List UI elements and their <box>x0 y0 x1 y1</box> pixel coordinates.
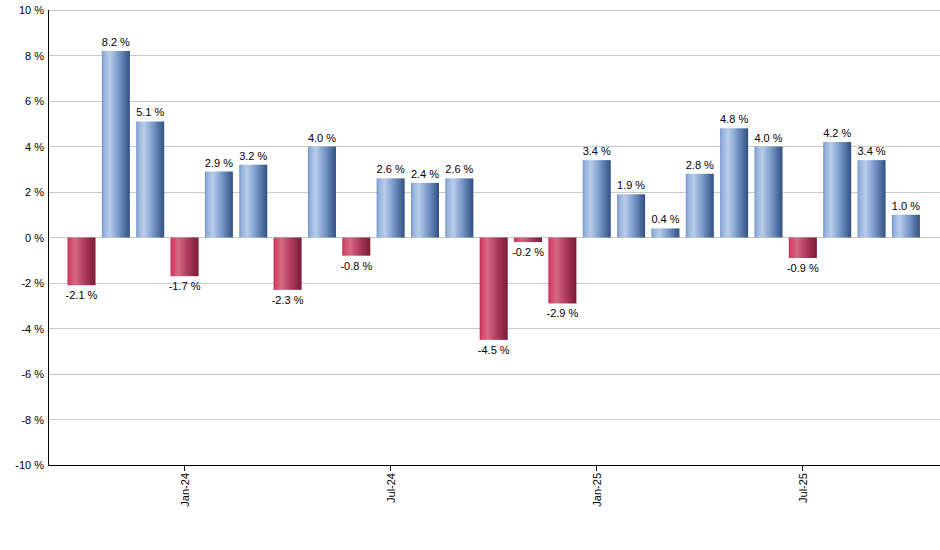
bar-positive <box>445 178 473 237</box>
chart-canvas: 10 % 8 % 6 % 4 % 2 % 0 % -2 % -4 % -6 % -8 % -10 %… <box>0 0 940 550</box>
bar-value-label: 1.9 % <box>617 179 645 191</box>
bar-value-label: 1.0 % <box>892 200 920 212</box>
bar-positive <box>411 183 439 238</box>
bar-negative <box>342 238 370 256</box>
bar-value-label: 2.8 % <box>686 159 714 171</box>
y-axis-tick-label: -4 % <box>21 323 44 335</box>
bar-value-label: 8.2 % <box>102 36 130 48</box>
bar-value-label: -4.5 % <box>478 344 510 356</box>
bar-positive <box>686 174 714 238</box>
bar-positive <box>205 172 233 238</box>
bar-value-label: 4.8 % <box>720 113 748 125</box>
y-axis-tick-label: 6 % <box>25 95 44 107</box>
bar-value-label: 2.9 % <box>205 157 233 169</box>
bar-value-label: 2.6 % <box>445 163 473 175</box>
bar-positive <box>755 147 783 238</box>
bar-value-label: -2.9 % <box>547 307 579 319</box>
y-axis-tick-label: 0 % <box>25 232 44 244</box>
bar-positive <box>617 194 645 237</box>
x-axis-tick-label: Jul-25 <box>797 473 809 503</box>
y-axis-tick-label: -10 % <box>15 459 44 471</box>
y-axis-tick-label: -6 % <box>21 368 44 380</box>
bar-positive <box>102 51 130 238</box>
bar-value-label: 2.6 % <box>377 163 405 175</box>
bar-value-label: -1.7 % <box>169 280 201 292</box>
bar-value-label: 0.4 % <box>651 213 679 225</box>
bar-value-label: 4.0 % <box>308 132 336 144</box>
bar-negative <box>548 238 576 304</box>
bar-negative <box>789 238 817 258</box>
x-axis-tick-label: Jan-24 <box>179 473 191 507</box>
bar-positive <box>720 128 748 237</box>
bar-positive <box>308 147 336 238</box>
bar-value-label: -2.3 % <box>272 294 304 306</box>
bar-value-label: -0.2 % <box>512 246 544 258</box>
y-axis-tick-label: 4 % <box>25 141 44 153</box>
bar-positive <box>136 121 164 237</box>
bar-positive <box>239 165 267 238</box>
bar-value-label: 5.1 % <box>136 106 164 118</box>
y-axis-tick-label: -2 % <box>21 277 44 289</box>
monthly-returns-bar-chart: 10 % 8 % 6 % 4 % 2 % 0 % -2 % -4 % -6 % -8 % -10 %… <box>0 0 940 550</box>
bar-negative <box>480 238 508 340</box>
bar-value-label: 3.2 % <box>239 150 267 162</box>
y-axis-tick-label: 2 % <box>25 186 44 198</box>
bar-positive <box>858 160 886 237</box>
bar-positive <box>651 228 679 237</box>
bar-value-label: -2.1 % <box>66 289 98 301</box>
bar-negative <box>171 238 199 277</box>
x-axis-tick-label: Jan-25 <box>591 473 603 507</box>
bar-positive <box>892 215 920 238</box>
bar-positive <box>823 142 851 238</box>
bar-negative <box>68 238 96 286</box>
y-axis-tick-label: 8 % <box>25 50 44 62</box>
bar-negative <box>274 238 302 290</box>
bar-positive <box>583 160 611 237</box>
bar-value-label: 3.4 % <box>857 145 885 157</box>
bar-positive <box>377 178 405 237</box>
bar-value-label: -0.8 % <box>340 260 372 272</box>
bar-value-label: 4.2 % <box>823 127 851 139</box>
y-axis-tick-label: 10 % <box>19 4 44 16</box>
bar-value-label: -0.9 % <box>787 262 819 274</box>
y-axis-tick-label: -8 % <box>21 414 44 426</box>
bar-negative <box>514 238 542 243</box>
bar-value-label: 2.4 % <box>411 168 439 180</box>
bar-value-label: 4.0 % <box>754 132 782 144</box>
bar-value-label: 3.4 % <box>583 145 611 157</box>
x-axis-tick-label: Jul-24 <box>385 473 397 503</box>
